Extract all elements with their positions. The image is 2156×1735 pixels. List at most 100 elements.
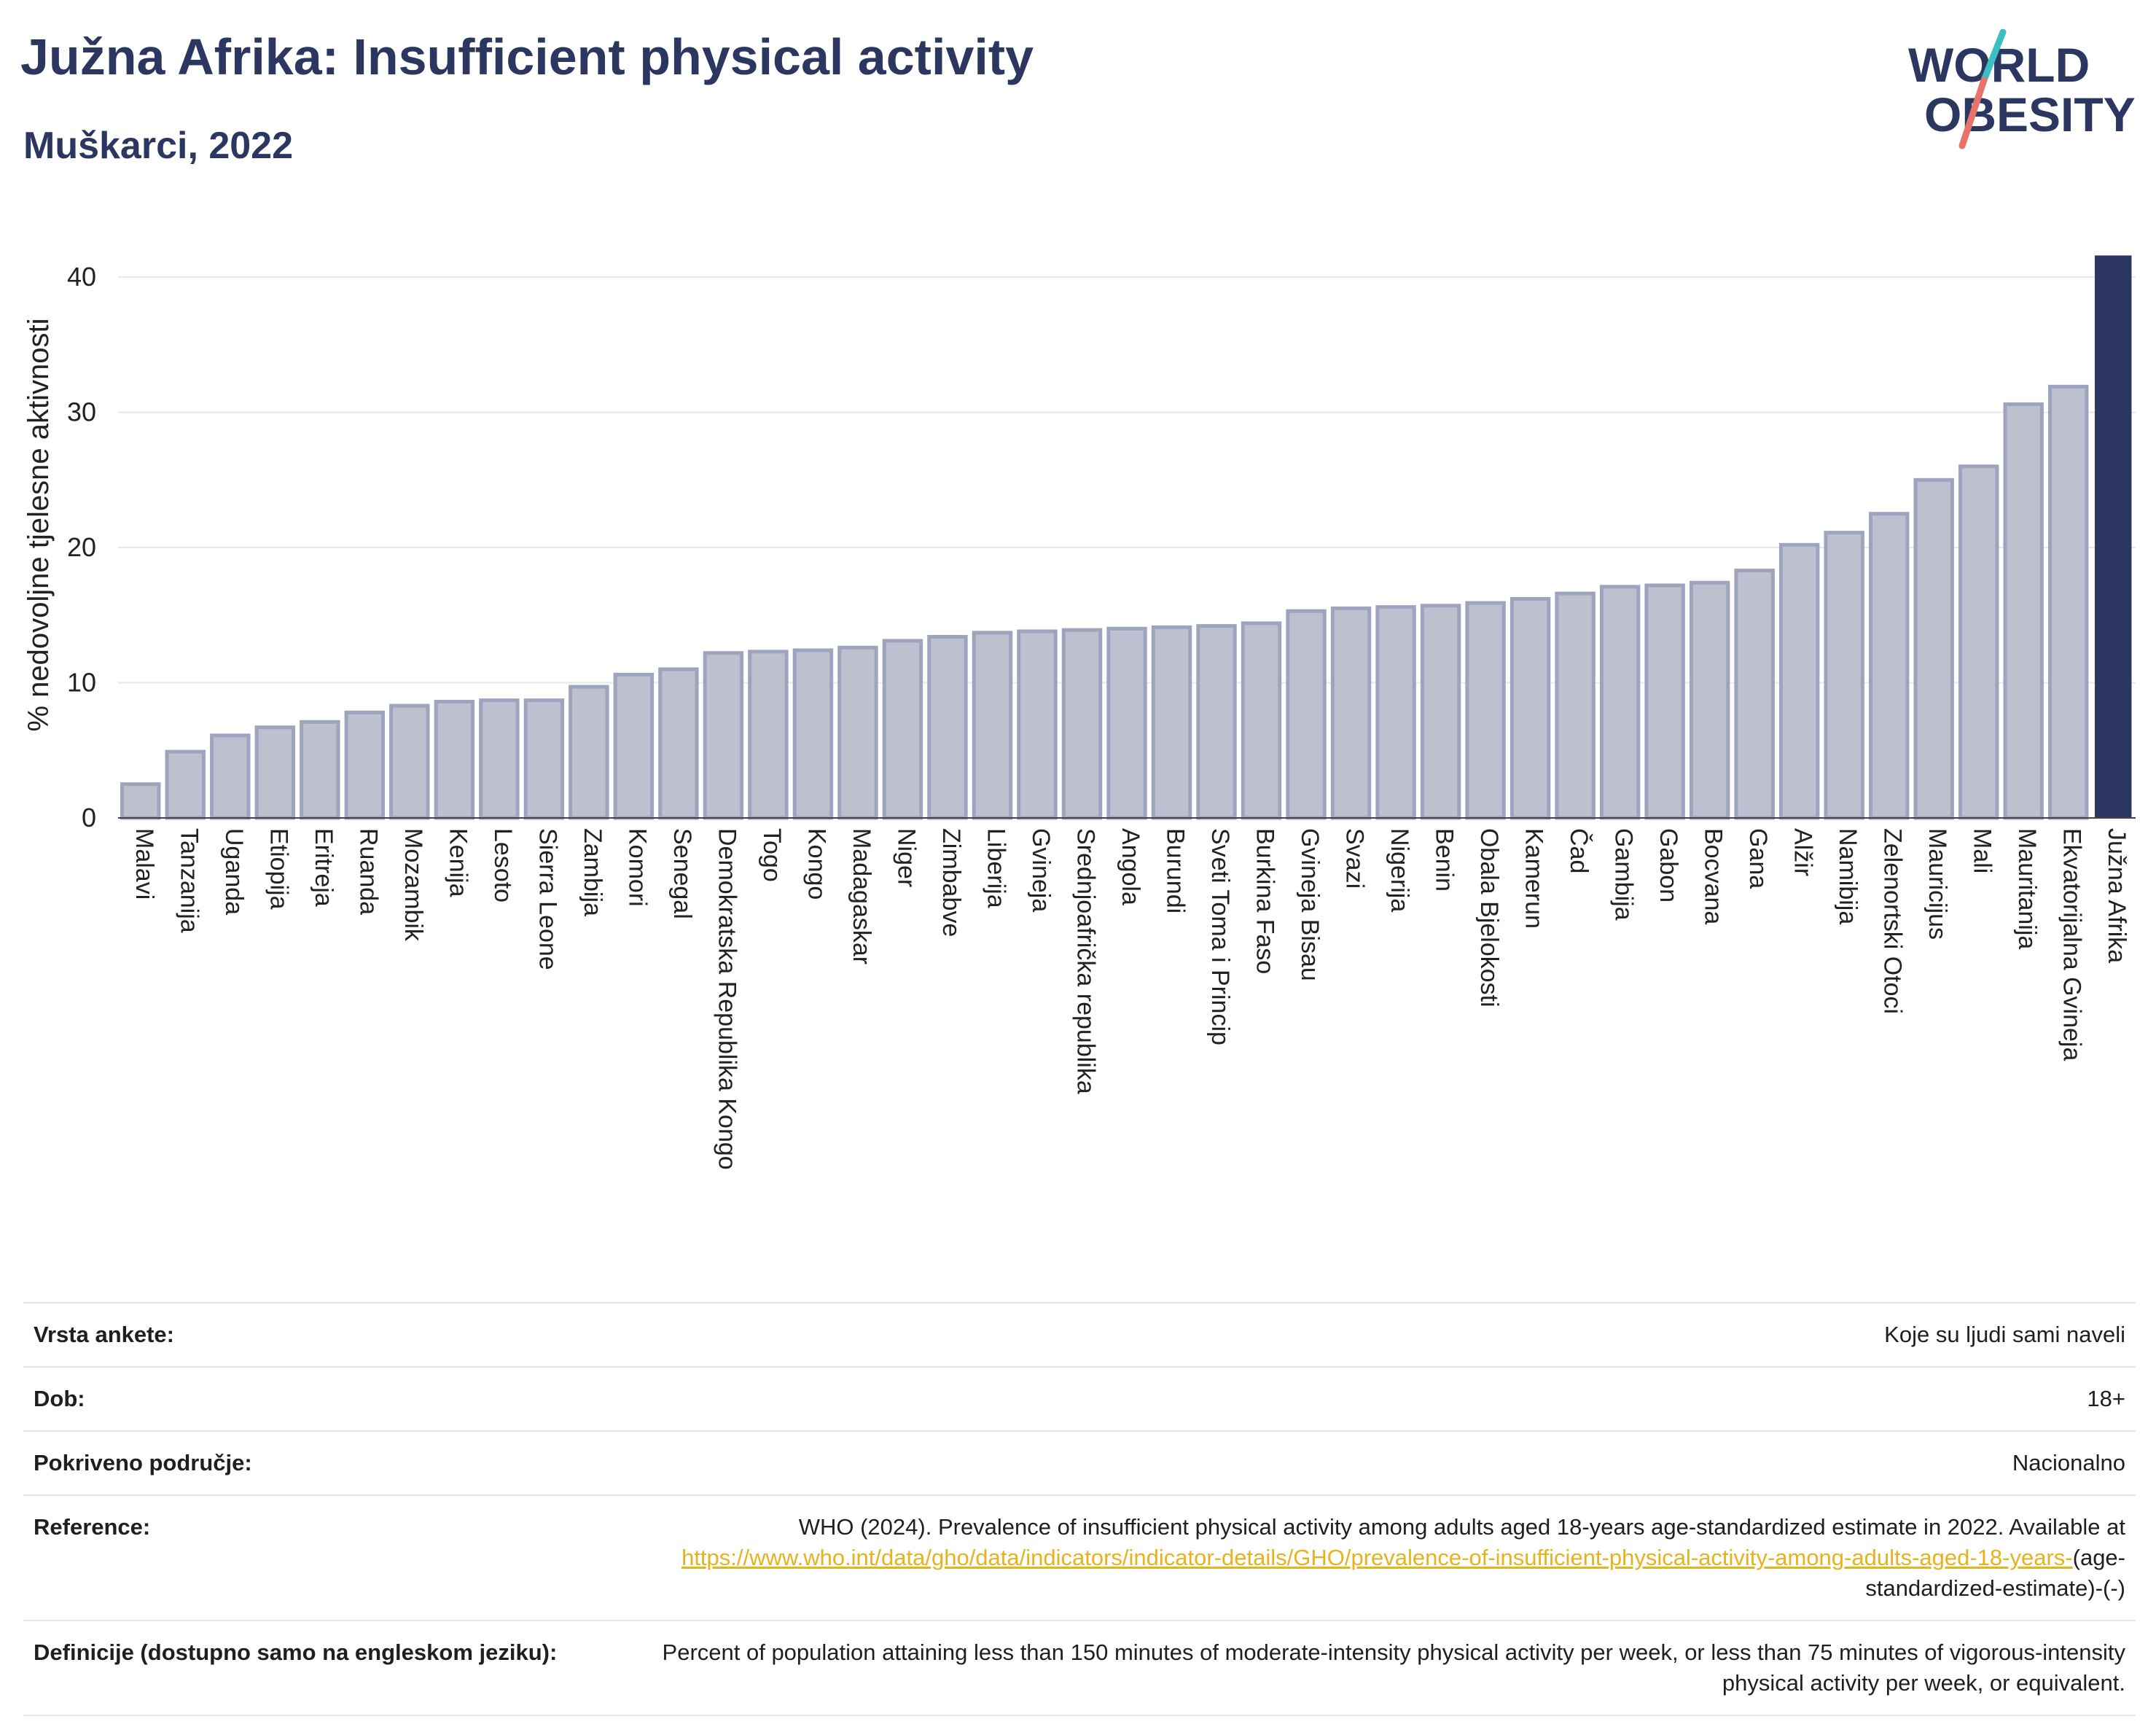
x-tick-label: Benin [1431,828,1458,892]
bar [748,650,789,820]
bar [1689,580,1730,820]
bar [2095,255,2132,818]
bar [1196,624,1237,820]
bar [389,703,430,820]
bar-chart: 0 10 20 30 40 Malavi Tanzanija Uganda Etiopija E… [23,255,2136,1170]
reference-label: Reference: [23,1494,587,1621]
bar [479,698,520,820]
x-tick-label: Zelenortski Otoci [1879,828,1907,1014]
x-tick-label: Srednjoafrička republika [1071,828,1099,1094]
bar [1958,464,1999,820]
x-tick-label: Bocvana [1700,828,1727,924]
x-axis-labels: Malavi Tanzanija Uganda Etiopija Eritreja Rua… [130,828,2130,1170]
reference-text: WHO (2024). Prevalence of insufficient p… [798,1514,2125,1540]
bar [569,685,609,820]
bar [254,725,296,820]
y-tick-label: 40 [67,262,96,292]
y-tick-label: 0 [82,803,96,833]
y-tick-label: 20 [67,532,96,562]
y-tick-label: 30 [67,397,96,427]
x-tick-label: Lesoto [489,828,517,902]
bar [927,634,968,820]
x-tick-label: Južna Afrika [2103,828,2130,963]
x-tick-label: Angola [1117,828,1144,905]
world-obesity-logo: WORLD OBESITY [1908,29,2136,149]
x-tick-label: Kenija [444,828,472,897]
bar [1061,628,1103,820]
bar [1420,604,1461,820]
bar [1778,542,1820,820]
info-row-age: Dob: 18+ [23,1366,2136,1431]
x-tick-label: Gabon [1655,828,1682,902]
age-value: 18+ [587,1366,2136,1431]
bar [165,749,206,820]
x-tick-label: Eritreja [310,828,337,907]
x-tick-label: Ruanda [354,828,382,915]
x-tick-label: Liberija [982,828,1009,908]
x-tick-label: Obala Bjelokosti [1475,828,1503,1007]
x-tick-label: Niger [892,828,920,887]
bar [120,782,161,820]
bar [1286,609,1327,820]
reference-link[interactable]: https://www.who.int/data/gho/data/indica… [681,1545,2073,1570]
bar [344,710,386,820]
bar [1868,512,1910,820]
y-axis-ticks: 0 10 20 30 40 [67,262,96,833]
info-row-reference: Reference: WHO (2024). Prevalence of ins… [23,1494,2136,1621]
survey-label: Vrsta ankete: [23,1302,587,1367]
x-tick-label: Gambija [1610,828,1638,921]
bar [1644,583,1685,820]
info-row-coverage: Pokriveno područje: Nacionalno [23,1430,2136,1495]
coverage-label: Pokriveno područje: [23,1430,587,1495]
bar [837,645,878,820]
bar [792,648,834,820]
x-tick-label: Kamerun [1520,828,1548,929]
page-subtitle: Muškarci, 2022 [23,125,294,167]
x-tick-label: Burundi [1162,828,1190,913]
bar [1913,477,1954,820]
x-tick-label: Malavi [130,828,158,900]
bar [210,733,251,820]
x-tick-label: Mali [1969,828,1996,873]
bar [2048,384,2089,820]
bar [613,672,655,820]
y-tick-label: 10 [67,668,96,698]
bar [1509,597,1551,820]
definitions-label: Definicije (dostupno samo na engleskom j… [23,1620,587,1716]
bar [1375,605,1416,820]
info-row-survey: Vrsta ankete: Koje su ljudi sami naveli [23,1302,2136,1367]
bar [882,639,923,820]
x-tick-label: Mauritanija [2013,828,2041,949]
bar [703,651,744,820]
bar [434,699,475,820]
bar [300,720,340,820]
bar [658,667,699,820]
reference-value: WHO (2024). Prevalence of insufficient p… [587,1494,2136,1621]
bar [1241,621,1282,820]
x-tick-label: Madagaskar [848,828,875,964]
logo-slash-teal-icon [1980,29,2007,84]
x-tick-label: Namibija [1834,828,1862,924]
x-tick-label: Etiopija [265,828,292,910]
x-tick-label: Svazi [1341,828,1369,889]
bar [1465,601,1506,820]
x-tick-label: Demokratska Republika Kongo [713,828,741,1170]
bar [523,698,565,820]
x-tick-label: Gana [1744,828,1772,889]
x-tick-label: Kongo [802,828,830,900]
x-tick-label: Togo [758,828,786,882]
logo-slash-coral-icon [1958,77,1988,149]
x-tick-label: Alžir [1789,828,1817,876]
bar [2003,402,2044,820]
bar [1106,626,1147,820]
x-tick-label: Mauricijus [1923,828,1951,940]
x-tick-label: Sierra Leone [534,828,561,970]
bar [1330,607,1372,820]
bar [1824,531,1864,820]
survey-value: Koje su ljudi sami naveli [587,1302,2136,1367]
bar [1734,569,1775,820]
logo-line2: OBESITY [1924,87,2136,141]
x-tick-label: Zambija [579,828,606,916]
coverage-value: Nacionalno [587,1430,2136,1495]
bar [1555,591,1595,820]
